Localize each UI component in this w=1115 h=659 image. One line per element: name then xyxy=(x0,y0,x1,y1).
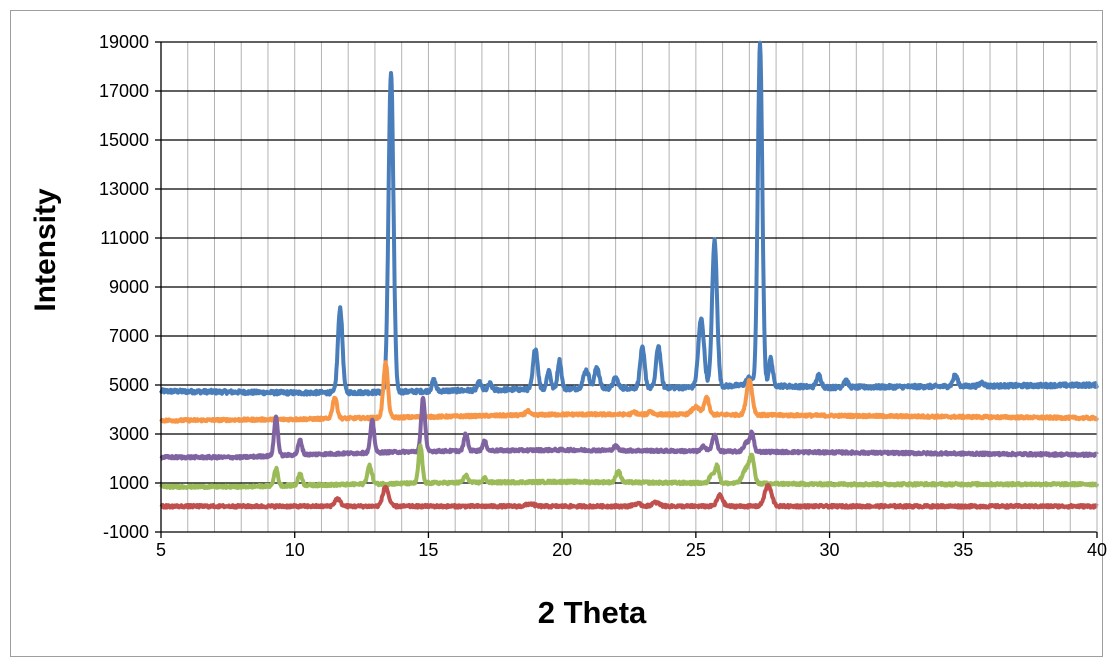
x-tick-label: 15 xyxy=(418,540,438,560)
series-line-1 xyxy=(159,40,1099,397)
y-tick-label: 7000 xyxy=(109,326,149,346)
x-tick-label: 25 xyxy=(686,540,706,560)
grid xyxy=(161,41,1097,532)
x-tick-label: 5 xyxy=(156,540,166,560)
x-tick-label: 35 xyxy=(953,540,973,560)
series-line-4 xyxy=(159,443,1099,490)
chart-frame xyxy=(10,10,1103,657)
y-tick-label: -1000 xyxy=(103,522,149,542)
y-axis-title: Intensity xyxy=(29,188,62,312)
y-tick-label: 5000 xyxy=(109,375,149,395)
x-tick-label: 10 xyxy=(285,540,305,560)
y-tick-label: 13000 xyxy=(99,179,149,199)
y-tick-label: 17000 xyxy=(99,81,149,101)
y-tick-label: 11000 xyxy=(100,228,149,248)
axes xyxy=(155,41,1098,538)
series-line-3 xyxy=(159,395,1099,461)
y-tick-label: 15000 xyxy=(99,130,149,150)
y-tick-label: 19000 xyxy=(99,32,149,52)
series-lines xyxy=(159,40,1099,510)
x-tick-label: 40 xyxy=(1087,540,1107,560)
y-tick-label: 9000 xyxy=(109,277,149,297)
series-line-2 xyxy=(159,360,1099,424)
series-line-5 xyxy=(159,482,1099,510)
x-tick-label: 30 xyxy=(820,540,840,560)
x-tick-label: 20 xyxy=(552,540,572,560)
y-tick-label: 1000 xyxy=(109,473,149,493)
tick-labels: -1000 1000 3000 5000 7000 9000 11000 13000 15000… xyxy=(99,32,1107,560)
y-tick-label: 3000 xyxy=(109,424,149,444)
x-axis-title: 2 Theta xyxy=(538,595,647,630)
